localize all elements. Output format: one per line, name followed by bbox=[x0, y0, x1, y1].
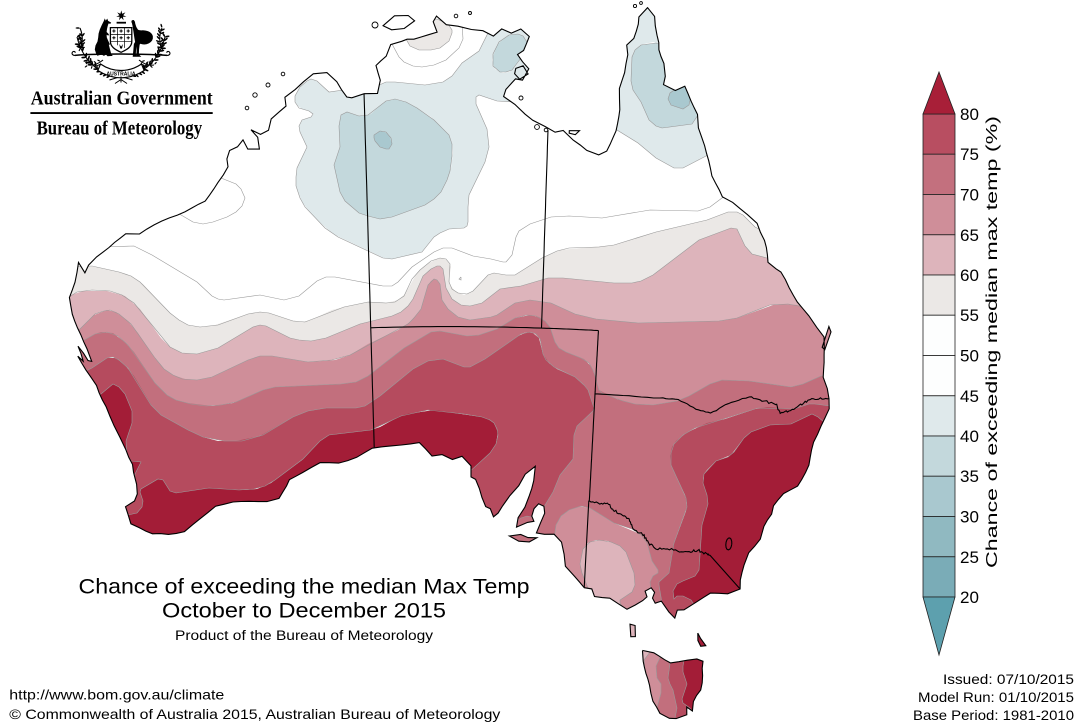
svg-text:AUSTRALIA: AUSTRALIA bbox=[107, 71, 136, 77]
svg-text:Model Run: 01/10/2015: Model Run: 01/10/2015 bbox=[918, 689, 1074, 705]
svg-text:Chance of exceeding the median: Chance of exceeding the median Max Temp bbox=[79, 575, 530, 599]
svg-text:Bureau of Meteorology: Bureau of Meteorology bbox=[37, 118, 203, 139]
svg-text:40: 40 bbox=[960, 427, 979, 446]
svg-text:Australian Government: Australian Government bbox=[31, 88, 213, 109]
svg-text:70: 70 bbox=[960, 186, 979, 205]
svg-text:45: 45 bbox=[960, 387, 979, 406]
svg-text:75: 75 bbox=[960, 145, 979, 164]
svg-text:30: 30 bbox=[960, 508, 979, 527]
svg-text:25: 25 bbox=[960, 548, 979, 567]
svg-text:Base Period: 1981-2010: Base Period: 1981-2010 bbox=[913, 707, 1074, 723]
svg-text:October to December 2015: October to December 2015 bbox=[162, 598, 446, 622]
svg-text:Product of the Bureau of Meteo: Product of the Bureau of Meteorology bbox=[175, 628, 433, 643]
svg-text:80: 80 bbox=[960, 105, 979, 124]
svg-text:50: 50 bbox=[960, 347, 979, 366]
svg-text:60: 60 bbox=[960, 266, 979, 285]
svg-text:© Commonwealth of Australia 20: © Commonwealth of Australia 2015, Austra… bbox=[9, 706, 500, 722]
svg-text:35: 35 bbox=[960, 467, 979, 486]
svg-text:20: 20 bbox=[960, 588, 979, 607]
svg-text:http://www.bom.gov.au/climate: http://www.bom.gov.au/climate bbox=[9, 687, 224, 703]
svg-text:55: 55 bbox=[960, 306, 979, 325]
svg-text:Chance of exceeding median max: Chance of exceeding median max temp (%) bbox=[984, 116, 1001, 568]
svg-text:Issued: 07/10/2015: Issued: 07/10/2015 bbox=[943, 671, 1074, 687]
svg-text:65: 65 bbox=[960, 226, 979, 245]
